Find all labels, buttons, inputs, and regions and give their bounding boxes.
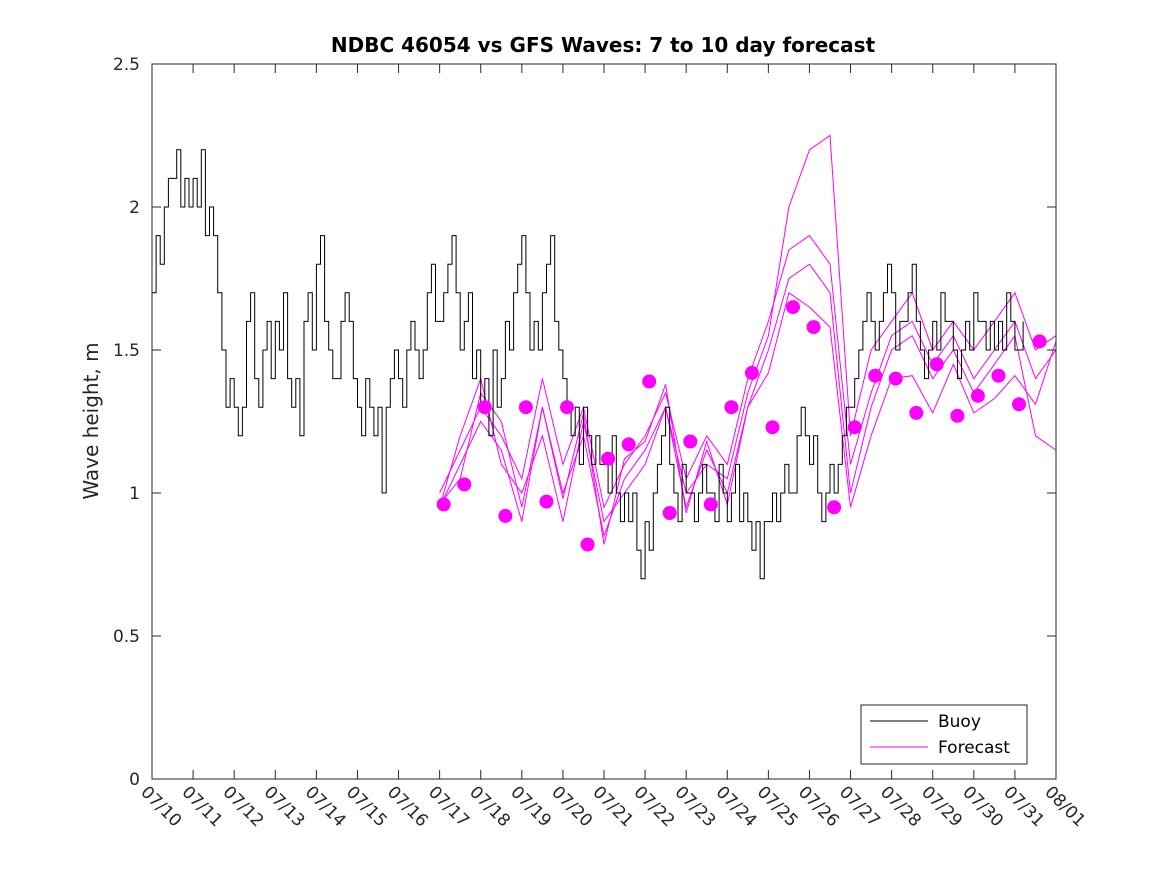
forecast-marker bbox=[580, 537, 595, 552]
forecast-marker bbox=[765, 420, 780, 435]
forecast-marker bbox=[847, 420, 862, 435]
forecast-marker bbox=[888, 371, 903, 386]
forecast-marker bbox=[662, 506, 677, 520]
forecast-marker bbox=[744, 365, 759, 380]
forecast-marker bbox=[601, 451, 616, 466]
y-tick-label: 1.5 bbox=[113, 341, 140, 361]
plot-area bbox=[152, 134, 1057, 580]
y-tick-label: 1 bbox=[129, 484, 140, 504]
forecast-marker bbox=[909, 405, 924, 420]
legend-forecast-label: Forecast bbox=[938, 738, 1010, 758]
forecast-marker bbox=[991, 368, 1006, 383]
forecast-marker bbox=[1012, 397, 1026, 412]
forecast-marker bbox=[950, 408, 965, 423]
forecast-marker bbox=[786, 300, 800, 315]
y-tick-label: 0 bbox=[129, 770, 140, 790]
forecast-marker bbox=[683, 434, 698, 449]
forecast-marker bbox=[498, 508, 513, 523]
forecast-marker bbox=[436, 497, 451, 512]
forecast-marker bbox=[621, 437, 636, 452]
forecast-marker bbox=[806, 320, 821, 335]
y-tick-label: 2 bbox=[129, 198, 140, 218]
forecast-marker bbox=[827, 500, 842, 515]
chart-title: NDBC 46054 vs GFS Waves: 7 to 10 day for… bbox=[331, 33, 876, 57]
forecast-marker bbox=[477, 400, 492, 415]
forecast-marker bbox=[724, 400, 739, 415]
buoy-line bbox=[152, 149, 1024, 580]
forecast-marker bbox=[868, 368, 883, 383]
forecast-marker bbox=[929, 357, 944, 372]
forecast-marker bbox=[457, 477, 472, 492]
legend: Buoy Forecast bbox=[860, 704, 1028, 765]
legend-buoy-label: Buoy bbox=[938, 712, 981, 732]
forecast-marker bbox=[642, 374, 657, 389]
forecast-marker bbox=[1032, 334, 1047, 349]
legend-box bbox=[860, 704, 1028, 765]
y-tick-label: 0.5 bbox=[113, 627, 140, 647]
forecast-marker bbox=[539, 494, 554, 509]
forecast-marker bbox=[560, 400, 574, 415]
forecast-marker bbox=[970, 388, 985, 403]
forecast-marker bbox=[703, 497, 718, 512]
y-tick-label: 2.5 bbox=[113, 55, 140, 75]
forecast-marker bbox=[518, 400, 533, 415]
y-axis-label: Wave height, m bbox=[79, 342, 103, 499]
